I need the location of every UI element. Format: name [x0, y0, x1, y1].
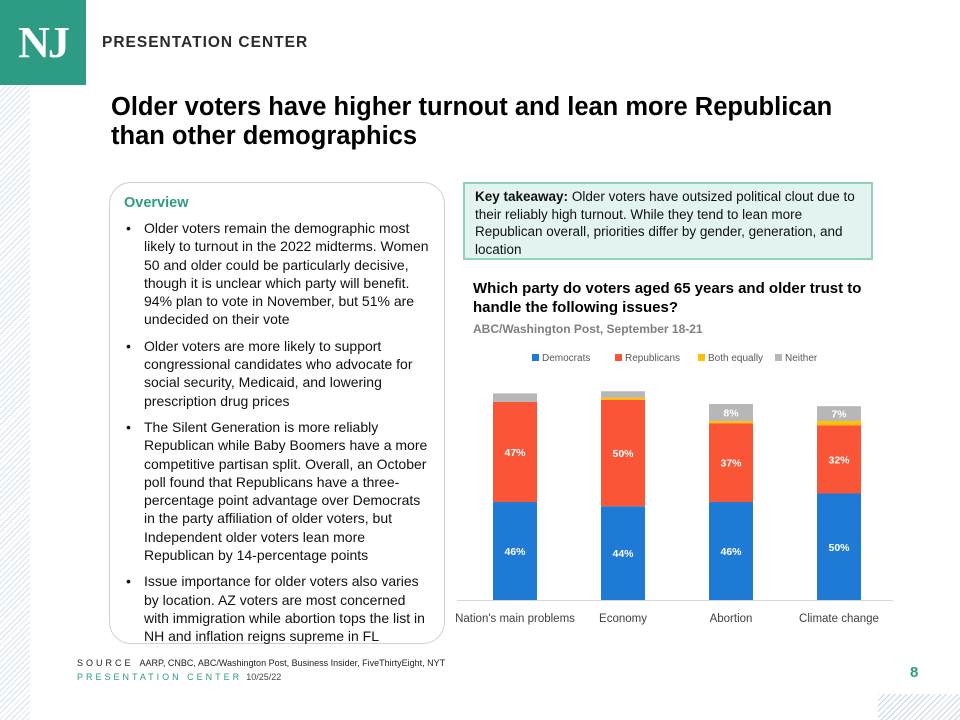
- bar-segment: [493, 393, 537, 402]
- bar-segment: [493, 502, 537, 600]
- page-number: 8: [910, 664, 919, 681]
- bar-segment: [601, 391, 645, 398]
- takeaway-label: Key takeaway:: [475, 189, 569, 204]
- bar-segment: [493, 401, 537, 503]
- data-label: 50%: [612, 448, 634, 460]
- legend-label: Democrats: [542, 353, 590, 364]
- data-label: 7%: [831, 409, 847, 421]
- overview-bullet: Older voters remain the demographic most…: [126, 219, 430, 329]
- legend-swatch: [532, 354, 539, 361]
- bar-segment: [601, 506, 645, 600]
- takeaway-text: Older voters have outsized political clo…: [475, 189, 855, 257]
- source-text: AARP, CNBC, ABC/Washington Post, Busines…: [139, 658, 446, 668]
- bar-segment: [709, 421, 753, 424]
- data-label: 8%: [723, 408, 739, 420]
- data-label: 37%: [720, 458, 742, 470]
- category-label: Climate change: [799, 613, 879, 625]
- chart-subtitle: ABC/Washington Post, September 18-21: [473, 322, 703, 336]
- overview-bullet: Older voters are more likely to support …: [126, 337, 430, 410]
- category-label: Abortion: [710, 613, 753, 625]
- category-label: Economy: [599, 613, 647, 625]
- stacked-bar-chart: Democrats Republicans Both equally Neither 4…: [455, 353, 893, 625]
- chart-title: Which party do voters aged 65 years and …: [473, 280, 862, 316]
- overview-heading: Overview: [124, 195, 189, 211]
- bar-segment: [601, 399, 645, 507]
- data-label: 46%: [504, 546, 526, 558]
- key-takeaway-box: Key takeaway: Older voters have outsized…: [463, 182, 873, 260]
- legend-swatch: [615, 354, 622, 361]
- overview-bullet: The Silent Generation is more reliably R…: [126, 418, 430, 564]
- source-line: SOURCE AARP, CNBC, ABC/Washington Post, B…: [77, 658, 445, 668]
- bar-segment: [817, 425, 861, 494]
- bar-segment: [601, 397, 645, 400]
- bar-segment: [817, 493, 861, 600]
- corner-hatch-decoration: [878, 694, 960, 720]
- bar-segment: [709, 502, 753, 600]
- center-label: PRESENTATION CENTER: [77, 672, 243, 682]
- legend-label: Republicans: [625, 353, 680, 364]
- left-hatch-decoration: [0, 85, 30, 720]
- brand-name: PRESENTATION CENTER: [102, 34, 309, 51]
- legend-swatch: [775, 354, 782, 361]
- data-label: 44%: [612, 548, 634, 560]
- legend-label: Both equally: [708, 353, 763, 364]
- legend-swatch: [698, 354, 705, 361]
- legend-label: Neither: [785, 353, 818, 364]
- bar-segment: [709, 423, 753, 503]
- data-label: 50%: [828, 542, 850, 554]
- data-label: 32%: [828, 454, 850, 466]
- page-title: Older voters have higher turnout and lea…: [111, 93, 833, 150]
- overview-panel: Overview Older voters remain the demogra…: [109, 182, 445, 644]
- presentation-center-line: PRESENTATION CENTER 10/25/22: [77, 672, 281, 682]
- nj-logo: NJ: [0, 0, 86, 85]
- bar-segment: [817, 406, 861, 422]
- bar-segment: [817, 421, 861, 426]
- bar-segment: [709, 404, 753, 422]
- footer-date: 10/25/22: [246, 672, 282, 682]
- overview-bullet: Issue importance for older voters also v…: [126, 572, 430, 645]
- category-label: Nation's main problems: [455, 613, 575, 625]
- data-label: 47%: [504, 447, 526, 459]
- source-label: SOURCE: [77, 658, 134, 668]
- overview-list: Older voters remain the demographic most…: [124, 219, 430, 646]
- data-label: 46%: [720, 546, 742, 558]
